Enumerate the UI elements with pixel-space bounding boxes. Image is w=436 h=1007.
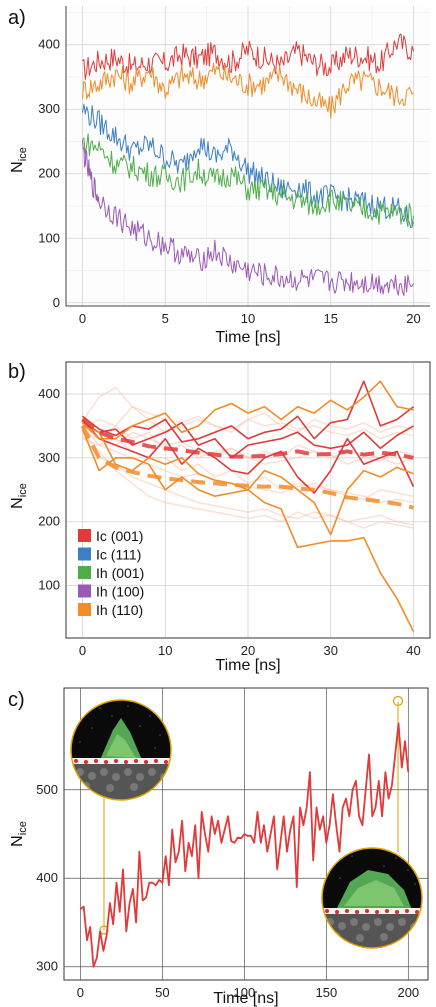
series-line: [82, 33, 414, 80]
x-tick-label: 50: [155, 985, 169, 1000]
panel-c-label: c): [8, 689, 25, 711]
panel-b: b) 0 10 20 30 40 100 200 300 400 Ic (001) Ic (111…: [8, 361, 431, 674]
series-line: [81, 431, 414, 529]
series-line: [80, 424, 414, 510]
y-tick-label: 200: [38, 514, 60, 529]
panel-c-xlabel: Time [ns]: [213, 990, 278, 1007]
y-tick-label: 400: [36, 870, 58, 885]
series-line: [81, 435, 414, 526]
x-tick-label: 0: [79, 311, 86, 326]
snapshot-2-image: [321, 847, 423, 949]
panel-c-series: [79, 722, 410, 968]
series-line: [81, 386, 414, 440]
y-tick-label: 500: [36, 782, 58, 797]
x-tick-label: 200: [397, 985, 419, 1000]
series-line: [81, 380, 414, 440]
series-line: [82, 133, 414, 228]
legend-swatch: [78, 529, 91, 542]
legend-swatch: [78, 584, 91, 598]
series-line: [82, 421, 414, 459]
x-tick-label: 100: [234, 985, 256, 1000]
panel-b-ylabel-sub: ice: [17, 483, 29, 497]
panel-b-frame: [65, 361, 431, 639]
legend-label: Ic (111): [96, 547, 141, 563]
panel-b-legend: Ic (001) Ic (111) Ih (001) Ih (100) Ih (110): [78, 528, 144, 618]
legend-label: Ih (110): [96, 602, 143, 618]
series-line: [81, 428, 415, 632]
y-tick-label: 100: [38, 578, 60, 593]
series-line: [79, 722, 410, 968]
legend-swatch: [78, 547, 91, 561]
y-tick-label: 300: [38, 101, 60, 116]
series-line: [82, 103, 414, 229]
panel-b-label: b): [8, 361, 26, 383]
panel-b-xlabel: Time [ns]: [215, 657, 280, 674]
x-tick-label: 30: [323, 643, 337, 658]
legend-label: Ih (100): [96, 584, 144, 600]
panel-b-ylabel-main: N: [9, 497, 26, 509]
panel-c-ylabel: Nice: [9, 821, 29, 847]
panel-c-ylabel-sub: ice: [17, 821, 29, 835]
snapshot-1-image: [70, 699, 172, 801]
panel-a-series: [82, 33, 414, 297]
panel-a-xlabel: Time [ns]: [215, 329, 280, 346]
y-tick-label: 300: [38, 450, 60, 465]
x-tick-label: 20: [241, 643, 255, 658]
panel-a-ylabel-sub: ice: [17, 147, 29, 161]
x-tick-label: 150: [315, 985, 337, 1000]
legend-swatch: [78, 603, 91, 616]
series-line: [82, 62, 414, 119]
legend-swatch: [78, 566, 91, 579]
series-line: [81, 418, 415, 494]
x-tick-label: 10: [241, 311, 255, 326]
x-tick-label: 0: [77, 985, 84, 1000]
panel-c-ticks: 0 50 100 150 200 300 400 500: [36, 782, 419, 1000]
panel-a-ylabel: Nice: [9, 147, 29, 173]
y-tick-label: 0: [53, 295, 60, 310]
panel-a-label: a): [8, 7, 26, 29]
y-tick-label: 300: [36, 959, 58, 974]
x-tick-label: 20: [406, 311, 420, 326]
panel-a-ylabel-main: N: [9, 161, 26, 173]
panel-c-ylabel-main: N: [9, 835, 26, 847]
series-line: [82, 424, 414, 465]
y-tick-label: 200: [38, 166, 60, 181]
x-tick-label: 40: [406, 643, 420, 658]
snapshot-2-marker: [392, 695, 404, 707]
y-tick-label: 400: [38, 386, 60, 401]
x-tick-label: 10: [158, 643, 172, 658]
series-line: [82, 139, 414, 297]
panel-b-ylabel: Nice: [9, 483, 29, 509]
y-tick-label: 100: [38, 230, 60, 245]
series-line: [82, 380, 414, 443]
x-tick-label: 0: [79, 643, 86, 658]
panel-c: c): [8, 687, 429, 1007]
panel-b-ticks: 0 10 20 30 40 100 200 300 400: [38, 386, 420, 658]
legend-label: Ih (001): [96, 565, 144, 581]
legend-label: Ic (001): [96, 528, 143, 544]
x-tick-label: 5: [162, 311, 169, 326]
x-tick-label: 15: [323, 311, 337, 326]
panel-b-series: [80, 380, 415, 632]
y-tick-label: 400: [38, 37, 60, 52]
